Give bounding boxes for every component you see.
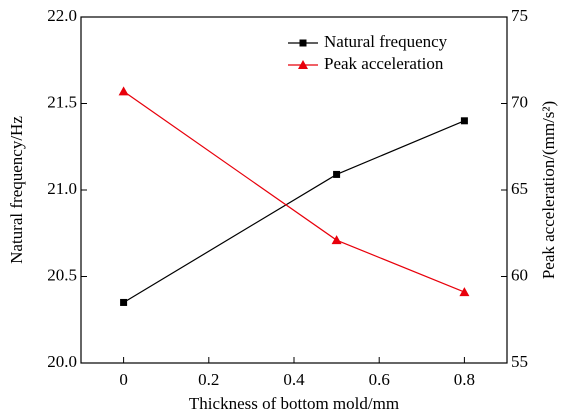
y2-tick-label: 75: [511, 6, 528, 25]
marker: [118, 86, 129, 96]
marker: [298, 60, 308, 69]
y-axis-label: Natural frequency/Hz: [7, 116, 26, 264]
series-line: [123, 120, 465, 303]
marker: [460, 117, 468, 125]
y2-tick-label: 70: [511, 92, 528, 111]
series-line: [123, 90, 465, 293]
y-tick-label: 21.0: [47, 179, 77, 198]
x-tick-label: 0.2: [198, 370, 219, 389]
y-tick-label: 21.5: [47, 92, 77, 111]
y2-tick-label: 60: [511, 265, 528, 284]
x-axis-label: Thickness of bottom mold/mm: [189, 394, 399, 413]
y2-axis-label: Peak acceleration/(mm/s²): [539, 101, 558, 279]
marker: [331, 235, 342, 245]
y2-tick-label: 65: [511, 179, 528, 198]
marker: [120, 298, 128, 306]
marker: [299, 39, 307, 47]
marker: [333, 170, 341, 178]
marker: [459, 287, 470, 297]
y-tick-label: 20.0: [47, 352, 77, 371]
x-tick-label: 0: [119, 370, 128, 389]
y-tick-label: 22.0: [47, 6, 77, 25]
legend-label: Natural frequency: [324, 32, 448, 51]
x-tick-label: 0.8: [454, 370, 475, 389]
legend-label: Peak acceleration: [324, 54, 444, 73]
x-tick-label: 0.6: [369, 370, 390, 389]
x-tick-label: 0.4: [283, 370, 305, 389]
y-tick-label: 20.5: [47, 265, 77, 284]
y2-tick-label: 55: [511, 352, 528, 371]
